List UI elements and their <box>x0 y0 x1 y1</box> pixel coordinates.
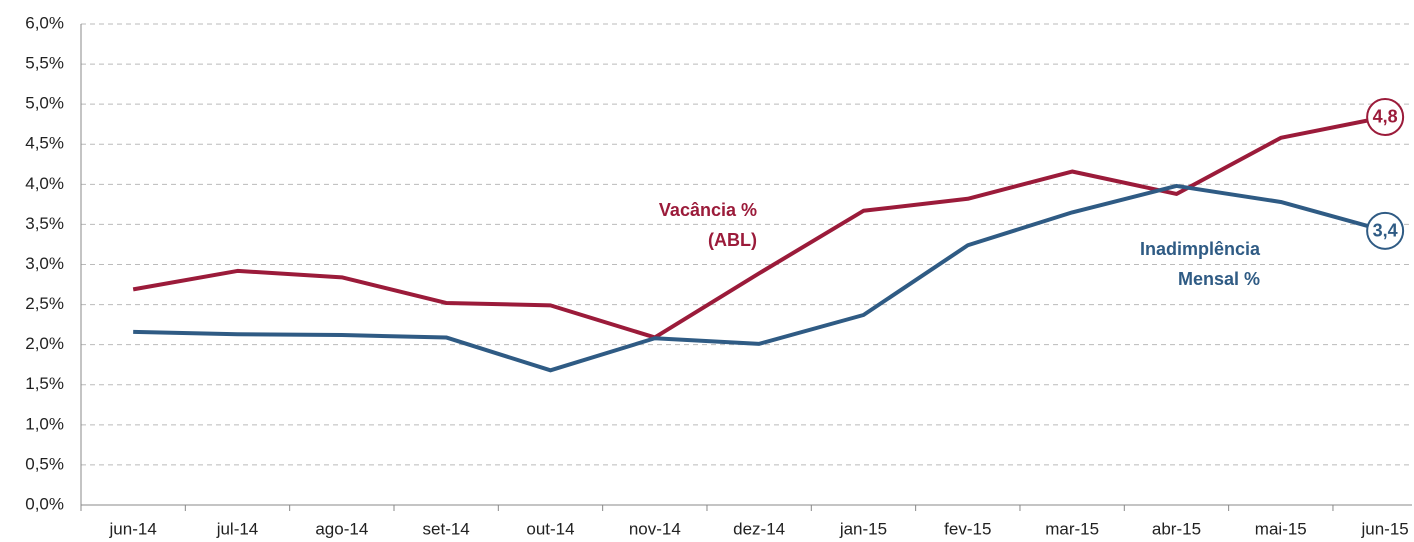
y-tick-label: 1,5% <box>25 374 64 393</box>
y-tick-label: 2,0% <box>25 334 64 353</box>
x-tick-label: jun-15 <box>1360 519 1408 538</box>
x-tick-label: set-14 <box>423 519 470 538</box>
y-tick-label: 0,0% <box>25 494 64 513</box>
y-tick-label: 4,0% <box>25 174 64 193</box>
x-tick-label: jun-14 <box>109 519 157 538</box>
x-tick-label: ago-14 <box>315 519 368 538</box>
value-label: 4,8 <box>1373 107 1398 127</box>
x-tick-label: mar-15 <box>1045 519 1099 538</box>
y-tick-label: 3,5% <box>25 214 64 233</box>
x-tick-label: abr-15 <box>1152 519 1201 538</box>
series-line <box>132 115 1386 340</box>
y-tick-label: 4,5% <box>25 134 64 153</box>
value-label: 3,4 <box>1373 221 1398 241</box>
y-tick-label: 0,5% <box>25 454 64 473</box>
y-tick-label: 5,5% <box>25 54 64 73</box>
series-line <box>133 183 1386 373</box>
series-label: Vacância % <box>659 200 757 220</box>
x-tick-label: out-14 <box>526 519 574 538</box>
y-tick-label: 6,0% <box>25 13 64 32</box>
y-tick-label: 2,5% <box>25 294 64 313</box>
x-tick-label: nov-14 <box>629 519 681 538</box>
y-tick-label: 5,0% <box>25 94 64 113</box>
x-tick-label: mai-15 <box>1255 519 1307 538</box>
y-tick-label: 1,0% <box>25 414 64 433</box>
x-tick-label: dez-14 <box>733 519 785 538</box>
x-tick-label: jan-15 <box>839 519 887 538</box>
series-label: Inadimplência <box>1140 239 1261 259</box>
x-tick-label: fev-15 <box>944 519 991 538</box>
y-tick-label: 3,0% <box>25 254 64 273</box>
x-tick-label: jul-14 <box>216 519 259 538</box>
value-label-badge <box>1366 97 1405 136</box>
value-label-badge <box>1366 211 1405 250</box>
series-label: (ABL) <box>708 230 757 250</box>
series-label: Mensal % <box>1178 269 1260 289</box>
